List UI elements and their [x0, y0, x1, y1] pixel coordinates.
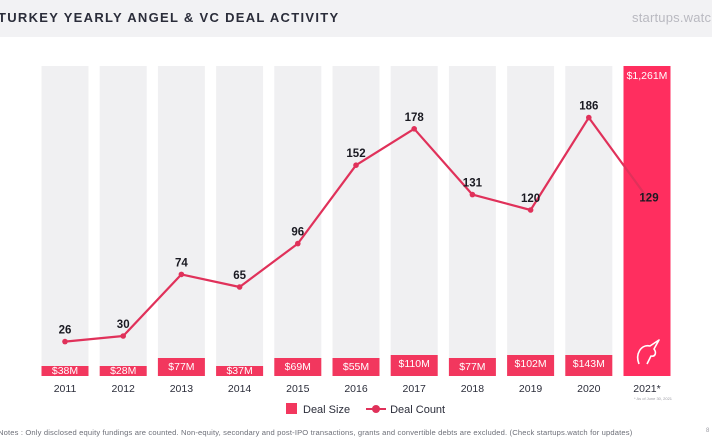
deal-size-bars [41, 66, 671, 376]
deal-size-bar [99, 366, 147, 376]
deal-size-label: $37M [226, 365, 252, 377]
notes-text: Notes : Only disclosed equity fundings a… [0, 428, 633, 437]
deal-size-bar [157, 358, 205, 376]
deal-count-point [644, 194, 650, 201]
x-tick-label: 2021* [633, 383, 660, 395]
deal-count-label: 120 [521, 193, 540, 205]
deal-count-point [295, 240, 301, 247]
deal-size-labels: $38M $28M $77M $37M $69M $55M $110M $77M $102M $1… [52, 70, 668, 377]
deal-count-label: 65 [233, 270, 246, 282]
deal-size-bar [448, 358, 496, 376]
deal-count-series [62, 114, 650, 345]
x-axis-ticks: 2011 2012 2013 2014 2015 2016 2017 2018 2019 2020… [54, 383, 661, 395]
footnote: * As of June 30, 2021 [634, 396, 673, 401]
deal-count-point [469, 191, 476, 198]
x-tick-label: 2015 [286, 383, 310, 395]
deal-count-label: 178 [405, 112, 425, 124]
background-bar [41, 66, 89, 376]
x-tick-label: 2018 [461, 383, 485, 395]
deal-count-label: 131 [463, 178, 483, 190]
x-tick-label: 2019 [519, 383, 543, 395]
deal-count-point [353, 162, 359, 168]
x-tick-label: 2016 [344, 383, 368, 395]
page-number: 8 [706, 428, 710, 434]
deal-count-label: 186 [579, 101, 598, 113]
x-tick-label: 2020 [577, 383, 601, 395]
legend-deal-size-swatch [286, 403, 297, 414]
deal-count-label: 96 [291, 227, 304, 239]
legend-deal-count-swatch [366, 403, 387, 414]
deal-size-bar [623, 66, 671, 376]
deal-count-point [236, 284, 243, 290]
deal-size-bar [274, 358, 322, 376]
deal-count-labels: 26 30 74 65 96 152 178 131 120 186 129 [59, 101, 659, 337]
deal-size-label: $28M [110, 365, 136, 377]
deal-size-bar [390, 355, 438, 376]
deal-count-point [62, 338, 68, 345]
brand-watermark: startups.watch [632, 10, 712, 25]
x-tick-label: 2012 [112, 383, 136, 395]
deal-size-label: $69M [285, 361, 311, 373]
x-tick-label: 2014 [228, 383, 252, 395]
deal-count-label: 74 [175, 257, 188, 269]
header-band: TURKEY YEARLY ANGEL & VC DEAL ACTIVITY s… [0, 0, 712, 37]
unicorn-icon [636, 339, 660, 365]
deal-count-label: 26 [59, 325, 72, 337]
background-bar [507, 66, 555, 376]
deal-count-point [178, 271, 185, 278]
unicorn-outline [636, 339, 660, 365]
background-bar [332, 66, 380, 376]
deal-size-bar [216, 366, 264, 376]
legend-deal-size-label: Deal Size [303, 404, 351, 416]
deal-size-label: $77M [459, 361, 485, 373]
legend: Deal Size Deal Count [286, 403, 445, 417]
deal-count-point [120, 333, 126, 339]
deal-count-label: 129 [639, 192, 658, 204]
background-bars [41, 66, 613, 376]
deal-count-label: 30 [117, 319, 130, 331]
deal-size-bar [332, 358, 380, 376]
deal-size-bar [41, 366, 89, 376]
deal-size-label: $1,261M [627, 70, 668, 82]
background-bar [99, 66, 147, 376]
deal-count-point [586, 114, 592, 121]
deal-size-bar [565, 355, 613, 376]
background-bar [448, 66, 496, 376]
deal-count-point [411, 126, 418, 132]
background-bar [390, 66, 438, 376]
x-tick-label: 2017 [403, 383, 427, 395]
deal-size-label: $110M [399, 358, 430, 370]
deal-size-label: $77M [168, 361, 194, 373]
legend-deal-count-label: Deal Count [390, 404, 446, 416]
chart-title: TURKEY YEARLY ANGEL & VC DEAL ACTIVITY [0, 10, 340, 25]
x-tick-label: 2011 [54, 383, 77, 395]
x-tick-label: 2013 [170, 383, 194, 395]
deal-size-bar [507, 355, 555, 376]
deal-size-label: $102M [515, 358, 547, 370]
deal-size-label: $38M [52, 365, 78, 377]
deal-size-label: $55M [343, 361, 369, 373]
deal-count-label: 152 [346, 148, 365, 160]
deal-count-point [527, 207, 534, 213]
background-bar [157, 66, 205, 376]
background-bar [216, 66, 264, 376]
deal-size-label: $143M [573, 358, 605, 370]
